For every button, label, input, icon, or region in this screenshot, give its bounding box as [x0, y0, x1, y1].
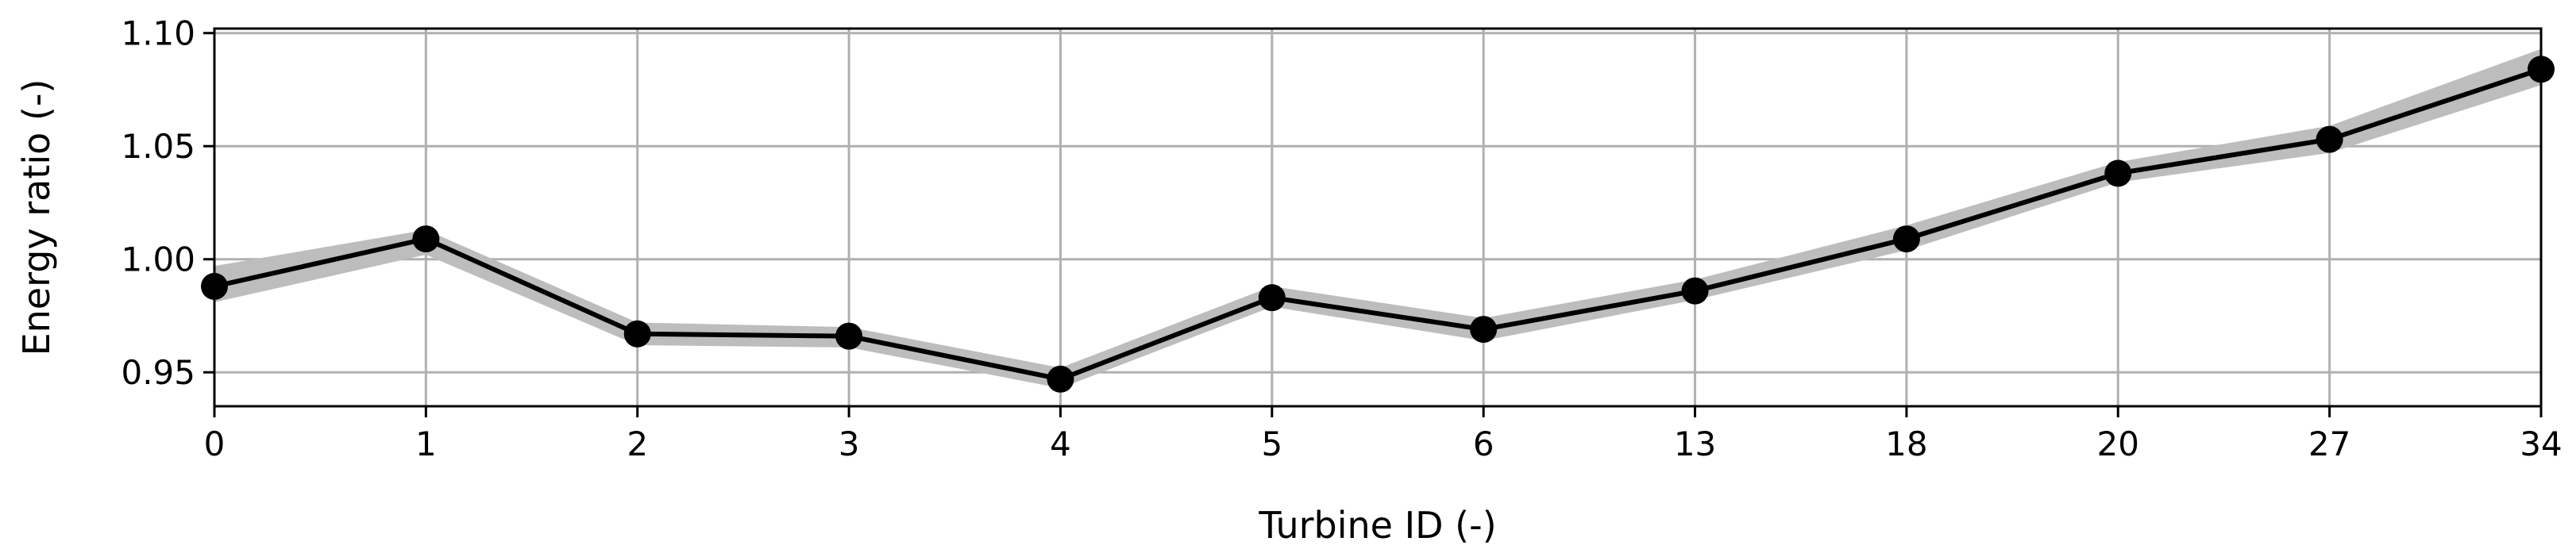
data-points [201, 56, 2555, 393]
y-tick-label: 1.10 [121, 14, 195, 53]
plot-frame [213, 27, 2543, 408]
y-axis-ticks: 0.95 1.00 1.05 1.10 [121, 14, 214, 392]
grid [213, 29, 2543, 406]
y-axis-label: Energy ratio (-) [15, 79, 58, 356]
series-line-layer [214, 67, 2542, 382]
data-point [623, 320, 651, 348]
x-tick-label: 13 [1674, 424, 1716, 463]
series-line [214, 67, 2542, 382]
data-point [412, 225, 440, 253]
x-tick-label: 3 [839, 424, 860, 463]
y-tick-label: 1.00 [121, 240, 195, 279]
data-point [1892, 225, 1920, 253]
y-tick-label: 1.05 [121, 127, 195, 166]
data-point [1258, 284, 1286, 312]
x-tick-label: 20 [2097, 424, 2139, 463]
x-tick-label: 1 [415, 424, 437, 463]
y-tick-label: 0.95 [121, 353, 195, 392]
x-tick-label: 18 [1885, 424, 1927, 463]
x-tick-label: 2 [627, 424, 648, 463]
data-point [1681, 277, 1709, 305]
x-tick-label: 4 [1050, 424, 1071, 463]
confidence-band [214, 48, 2541, 389]
confidence-band-area [214, 48, 2541, 389]
data-point [835, 322, 863, 350]
x-axis-ticks: 0 1 2 3 4 5 6 13 18 20 27 34 [204, 406, 2563, 463]
x-tick-label: 5 [1261, 424, 1282, 463]
x-tick-label: 6 [1473, 424, 1494, 463]
data-point [2316, 125, 2343, 153]
x-tick-label: 27 [2308, 424, 2350, 463]
data-point [1047, 365, 1074, 393]
x-tick-label: 0 [204, 424, 226, 463]
data-point [1470, 316, 1498, 344]
data-point [2104, 159, 2132, 187]
x-axis-label: Turbine ID (-) [1258, 504, 1496, 547]
x-tick-label: 34 [2520, 424, 2562, 463]
